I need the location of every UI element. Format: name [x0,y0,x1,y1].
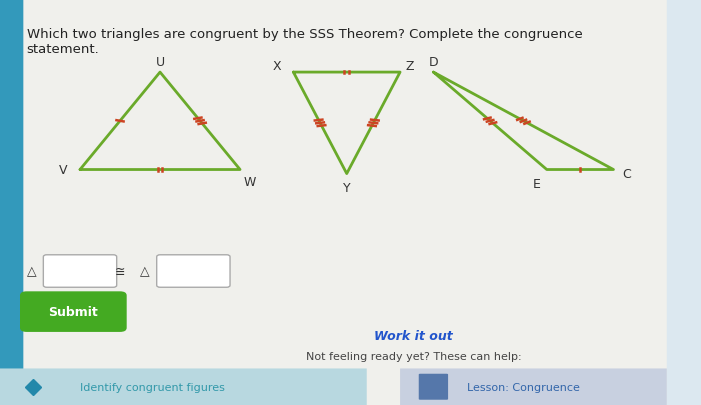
Text: W: W [244,176,257,189]
Text: Work it out: Work it out [374,330,453,343]
Text: U: U [156,56,165,69]
Text: Identify congruent figures: Identify congruent figures [80,382,225,392]
FancyBboxPatch shape [418,374,448,400]
Text: C: C [622,168,631,181]
FancyBboxPatch shape [20,292,127,332]
FancyBboxPatch shape [0,0,667,405]
FancyBboxPatch shape [43,255,116,288]
Text: Z: Z [406,60,414,73]
FancyBboxPatch shape [0,369,367,405]
Text: E: E [533,178,540,191]
Text: D: D [428,56,438,69]
Text: Lesson: Congruence: Lesson: Congruence [467,382,580,392]
Text: V: V [59,164,67,177]
FancyBboxPatch shape [0,0,23,405]
Text: Y: Y [343,182,350,195]
Text: X: X [273,60,281,73]
FancyBboxPatch shape [157,255,230,288]
Text: ≅: ≅ [115,265,125,278]
Text: Not feeling ready yet? These can help:: Not feeling ready yet? These can help: [306,352,522,361]
FancyBboxPatch shape [400,369,667,405]
Text: △: △ [27,265,36,278]
Text: Submit: Submit [48,305,98,318]
Text: Which two triangles are congruent by the SSS Theorem? Complete the congruence
st: Which two triangles are congruent by the… [27,28,583,56]
Text: △: △ [140,265,149,278]
